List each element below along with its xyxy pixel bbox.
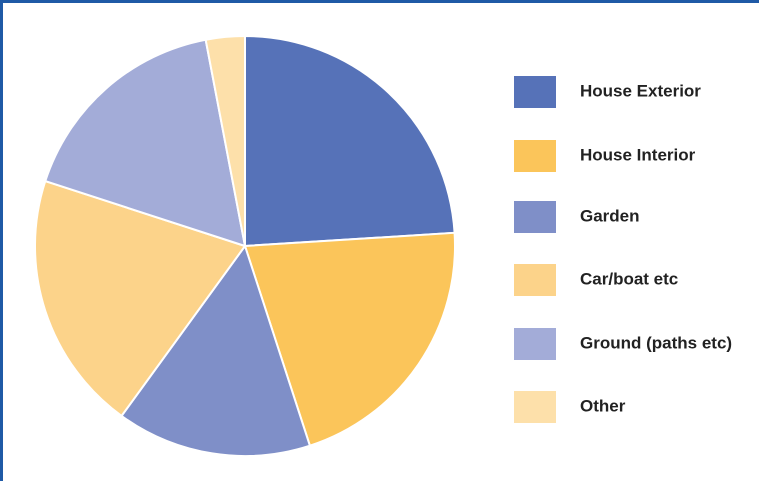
pie-slice	[244, 34, 456, 248]
pie-slice	[243, 231, 456, 447]
legend-label: Car/boat etc	[580, 269, 678, 288]
pie-slice	[34, 179, 247, 418]
legend-swatch	[514, 391, 556, 423]
legend-swatch	[514, 76, 556, 108]
pie-slice	[120, 243, 312, 457]
legend-swatch	[514, 201, 556, 233]
legend-label: House Exterior	[580, 81, 701, 100]
legend-label: Other	[580, 396, 626, 415]
legend-label: Garden	[580, 206, 640, 225]
legend-swatch	[514, 328, 556, 360]
pie-slice	[44, 38, 247, 248]
pie-slice	[204, 34, 246, 247]
legend-swatch	[514, 264, 556, 296]
legend-label: Ground (paths etc)	[580, 333, 732, 352]
legend-label: House Interior	[580, 145, 696, 164]
legend-swatch	[514, 140, 556, 172]
